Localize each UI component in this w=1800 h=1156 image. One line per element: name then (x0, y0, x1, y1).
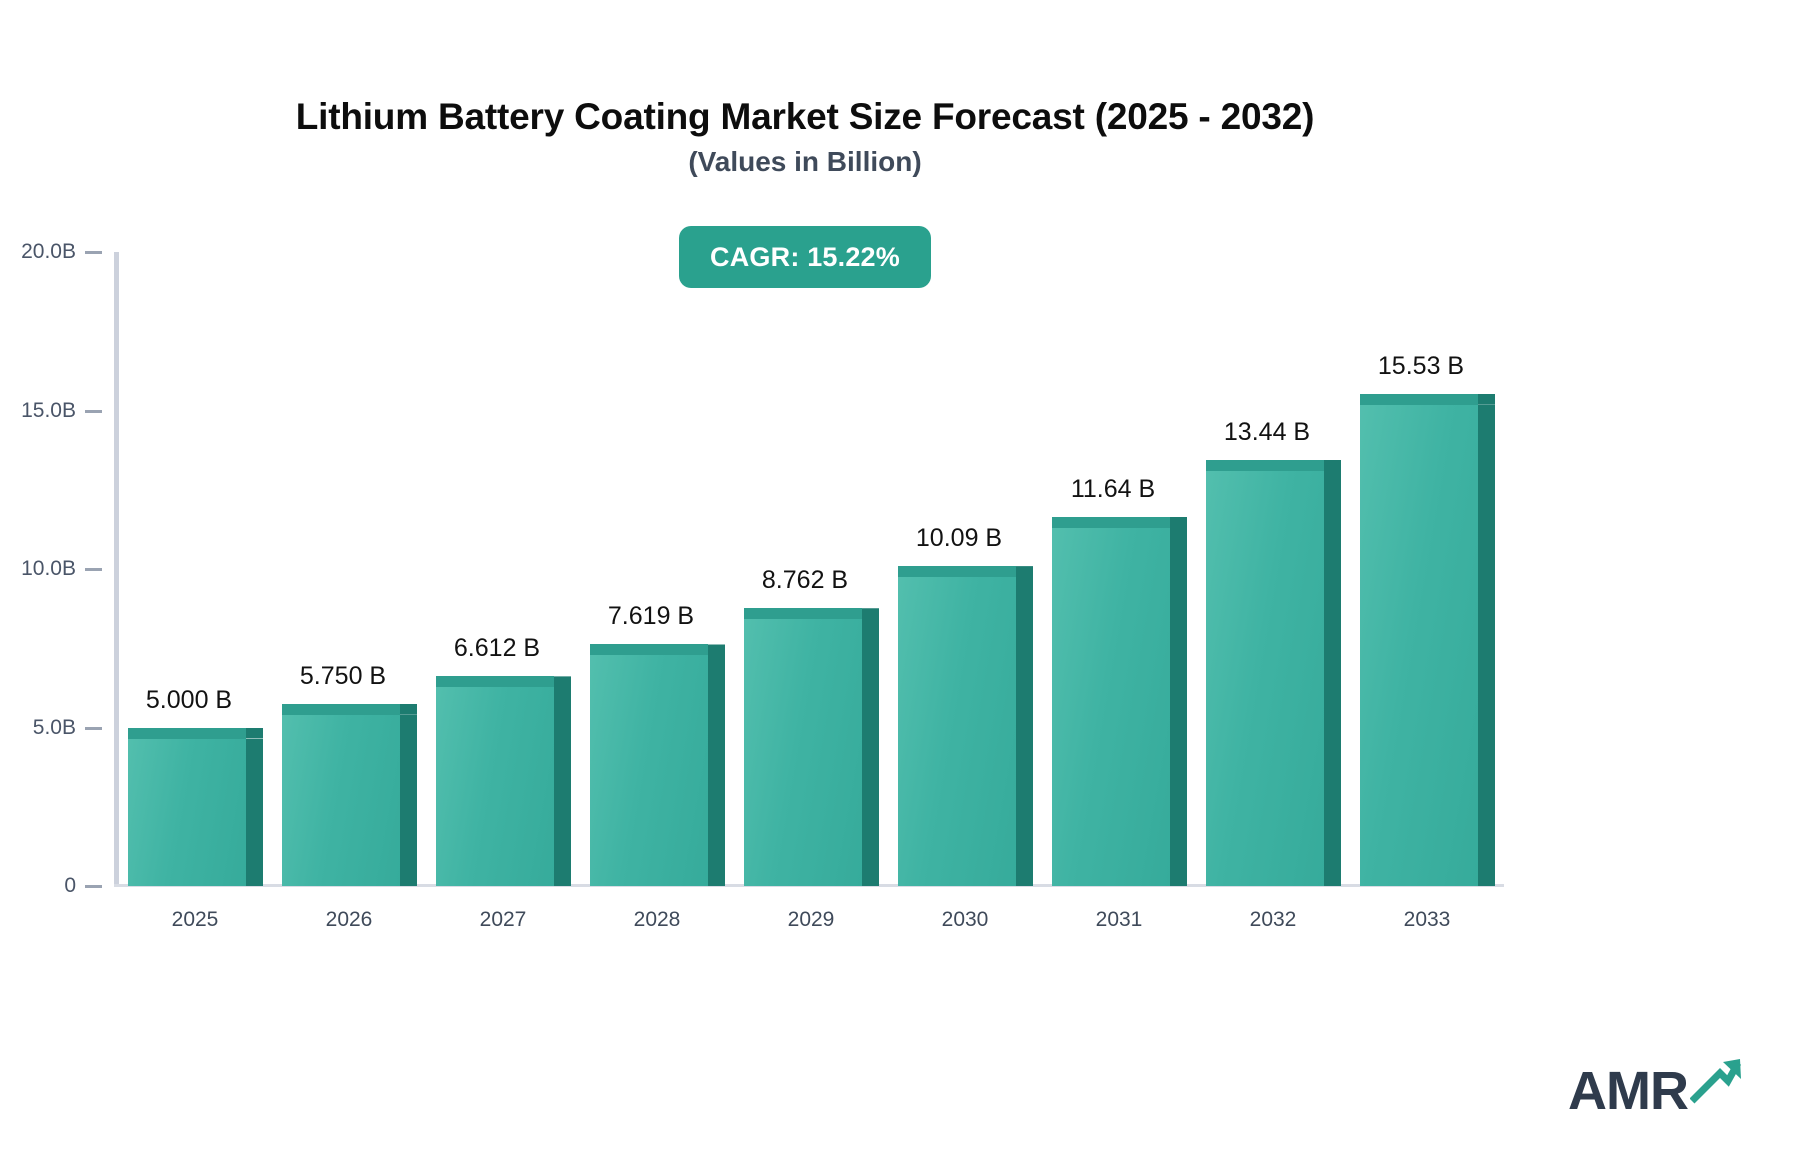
bar-top-bevel (862, 608, 879, 620)
y-axis-tick-mark (85, 409, 102, 413)
amr-logo-text: AMR (1568, 1061, 1689, 1121)
bar-top-face (1052, 517, 1170, 529)
bar[interactable]: 8.762 B (744, 566, 879, 886)
bar-top-face (128, 727, 246, 739)
bar[interactable]: 10.09 B (898, 524, 1033, 886)
bar-front-face (128, 727, 246, 886)
page-title: Lithium Battery Coating Market Size Fore… (295, 96, 1315, 137)
bar-front-face (590, 644, 708, 886)
bar-front-face (436, 676, 554, 886)
bar-top-bevel (554, 676, 571, 688)
cagr-badge: CAGR: 15.22% (679, 226, 931, 288)
bar-front-face (1360, 393, 1478, 886)
growth-arrow-icon (1689, 1057, 1742, 1110)
bar-side-face (554, 687, 571, 886)
bar-value-label: 7.619 B (607, 602, 695, 631)
x-axis-tick-label: 2031 (1095, 908, 1143, 931)
bar-front-face (1052, 517, 1170, 886)
bar[interactable]: 13.44 B (1206, 418, 1341, 886)
bar-value-label: 15.53 B (1377, 351, 1465, 380)
bar-top-bevel (1324, 459, 1341, 471)
x-axis-tick-label: 2026 (325, 908, 373, 931)
bar-side-face (1478, 404, 1495, 886)
y-axis-tick-label: 0 (64, 874, 76, 897)
bar-top-bevel (1170, 517, 1187, 529)
y-axis-tick-mark (85, 885, 102, 888)
bar[interactable]: 6.612 B (436, 634, 571, 886)
x-axis-tick-label: 2033 (1403, 908, 1451, 931)
bar[interactable]: 5.750 B (282, 662, 417, 886)
bar-front-face (1206, 459, 1324, 886)
bar-top-bevel (246, 727, 263, 739)
bar-value-label: 13.44 B (1223, 417, 1311, 446)
bar-value-label: 10.09 B (915, 524, 1003, 553)
x-axis-tick-label: 2030 (941, 908, 989, 931)
bar-top-bevel (1016, 566, 1033, 578)
bar-top-bevel (400, 703, 417, 715)
bar-side-face (862, 619, 879, 886)
bar-top-bevel (708, 644, 725, 656)
y-axis-tick-mark (85, 568, 102, 571)
y-axis-tick-label: 20.0B (21, 240, 76, 263)
bar[interactable]: 7.619 B (590, 602, 725, 886)
x-axis-tick-label: 2032 (1249, 908, 1297, 931)
bar-side-face (708, 655, 725, 886)
bar-top-face (1206, 459, 1324, 471)
x-axis-tick-label: 2028 (633, 908, 681, 931)
bar-top-face (590, 644, 708, 656)
amr-logo: AMR (1568, 1057, 1742, 1118)
x-axis-tick-label: 2025 (171, 908, 219, 931)
x-axis-tick-label: 2029 (787, 908, 835, 931)
y-axis-tick-mark (85, 726, 102, 730)
bar-value-label: 11.64 B (1070, 475, 1156, 504)
bar-value-label: 6.612 B (453, 634, 541, 663)
bar-side-face (1170, 528, 1187, 886)
bar-side-face (1324, 470, 1341, 886)
bar-value-label: 8.762 B (761, 566, 849, 595)
chart-subtitle: (Values in Billion) (688, 146, 922, 177)
y-axis-tick-label: 5.0B (32, 715, 76, 739)
y-axis-line (114, 252, 119, 886)
bar[interactable]: 5.000 B (128, 686, 263, 886)
bar-top-face (1360, 393, 1478, 405)
bar-top-face (282, 703, 400, 715)
bar-front-face (898, 566, 1016, 886)
bar-top-face (436, 676, 554, 688)
bar-top-bevel (1478, 393, 1495, 405)
bar-side-face (1016, 577, 1033, 886)
y-axis-tick-label: 15.0B (21, 398, 76, 422)
bar-front-face (744, 608, 862, 886)
bar-value-label: 5.750 B (299, 661, 387, 690)
y-axis-tick-mark (85, 251, 102, 254)
x-axis-tick-label: 2027 (479, 908, 527, 931)
plot-area: 5.000 B 5.750 B 6.612 B 7.619 B 8.762 B 10.09… (114, 252, 1500, 886)
bar-top-face (898, 566, 1016, 578)
bar[interactable]: 11.64 B (1052, 475, 1187, 886)
bar-value-label: 5.000 B (145, 685, 233, 714)
bar-side-face (400, 714, 417, 886)
y-axis-tick-label: 10.0B (21, 557, 76, 580)
bar-top-face (744, 608, 862, 620)
bar-side-face (246, 738, 263, 886)
bar-front-face (282, 703, 400, 886)
bar[interactable]: 15.53 B (1360, 352, 1495, 886)
